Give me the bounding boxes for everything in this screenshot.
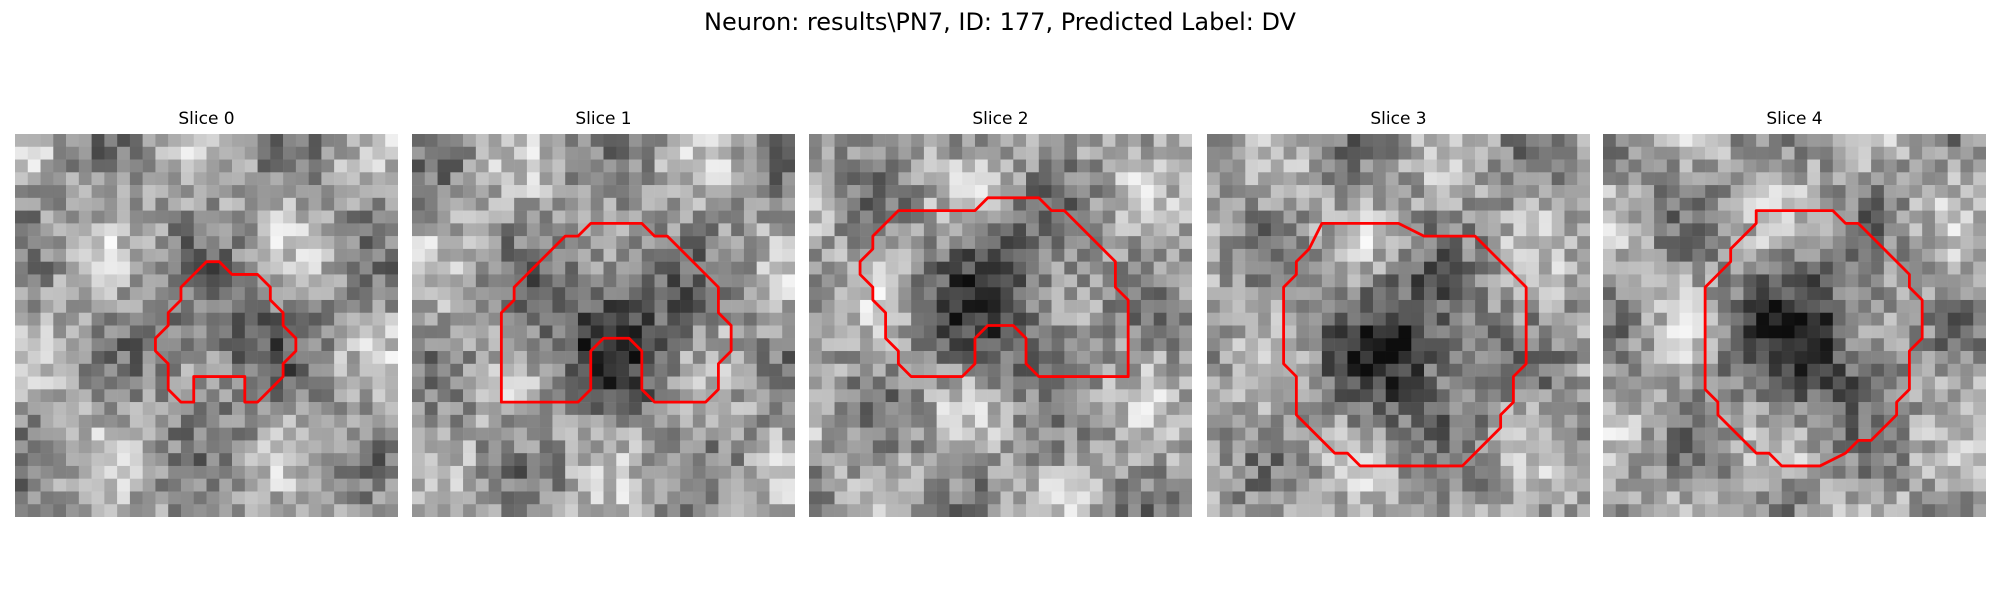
- slice-4-title: Slice 4: [1766, 109, 1823, 129]
- slice-3-image: [1207, 134, 1590, 517]
- segmentation-contour: [1703, 209, 1924, 468]
- slice-1-title: Slice 1: [575, 109, 632, 129]
- segmentation-contour: [1282, 221, 1528, 468]
- slice-0-image: [15, 134, 398, 517]
- slice-1-image: [412, 134, 795, 517]
- slice-3-title: Slice 3: [1370, 109, 1427, 129]
- slice-0-title: Slice 0: [178, 109, 235, 129]
- slice-2-image: [809, 134, 1192, 517]
- slice-4-image: [1603, 134, 1986, 517]
- slice-2-title: Slice 2: [972, 109, 1029, 129]
- segmentation-contour: [154, 260, 298, 404]
- segmentation-contour: [858, 196, 1130, 378]
- figure-title: Neuron: results\PN7, ID: 177, Predicted …: [704, 8, 1296, 36]
- segmentation-contour: [499, 221, 733, 404]
